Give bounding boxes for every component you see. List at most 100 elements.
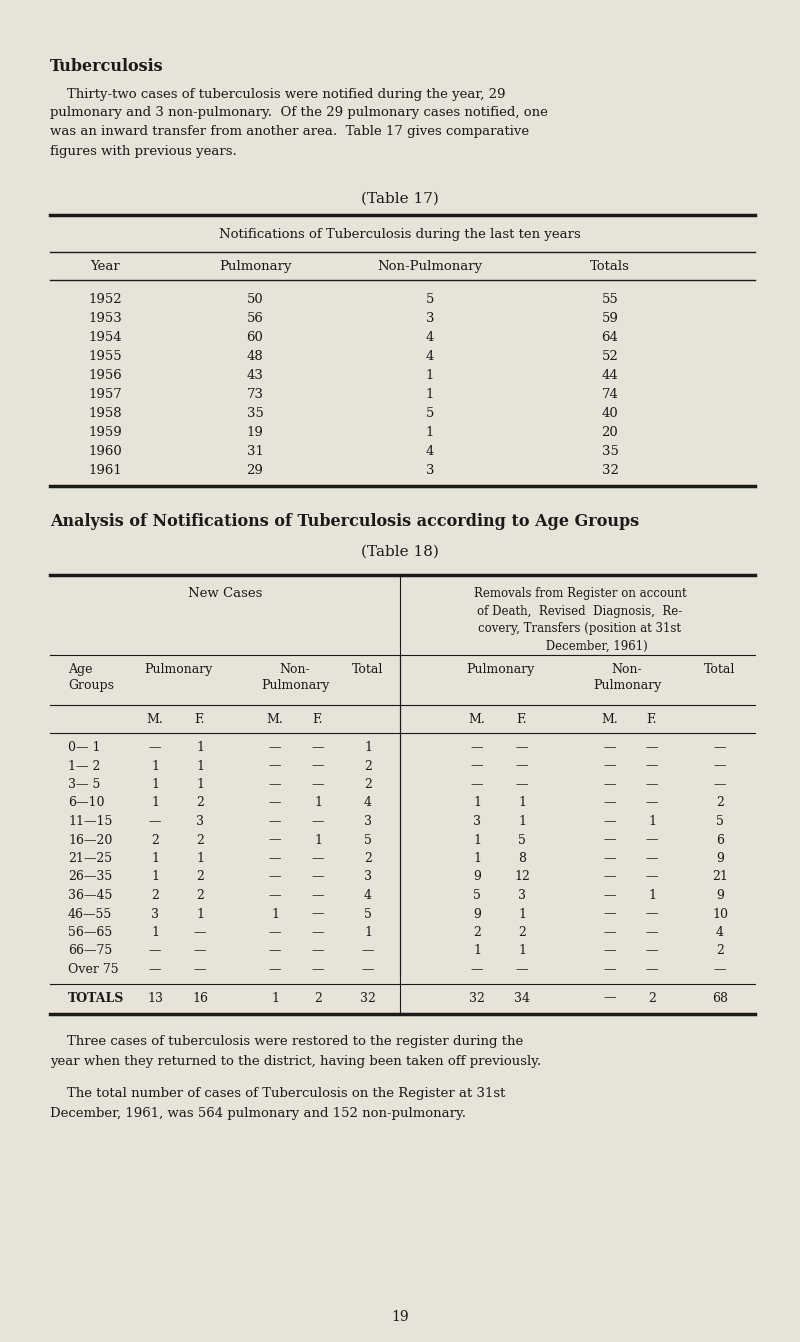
Text: 36—45: 36—45 — [68, 888, 112, 902]
Text: 1: 1 — [364, 741, 372, 754]
Text: —: — — [269, 871, 282, 883]
Text: 29: 29 — [246, 464, 263, 476]
Text: 31: 31 — [246, 446, 263, 458]
Text: —: — — [312, 945, 324, 957]
Text: 1954: 1954 — [88, 331, 122, 344]
Text: M.: M. — [266, 713, 283, 726]
Text: —: — — [149, 964, 162, 976]
Text: 4: 4 — [426, 446, 434, 458]
Text: —: — — [312, 741, 324, 754]
Text: 21—25: 21—25 — [68, 852, 112, 866]
Text: Thirty-two cases of tuberculosis were notified during the year, 29: Thirty-two cases of tuberculosis were no… — [50, 89, 506, 101]
Text: 2: 2 — [196, 833, 204, 847]
Text: 3: 3 — [196, 815, 204, 828]
Text: 1: 1 — [426, 425, 434, 439]
Text: 1959: 1959 — [88, 425, 122, 439]
Text: 1: 1 — [518, 797, 526, 809]
Text: 2: 2 — [716, 945, 724, 957]
Text: 11—15: 11—15 — [68, 815, 112, 828]
Text: 73: 73 — [246, 388, 263, 401]
Text: —: — — [269, 852, 282, 866]
Text: 1: 1 — [151, 778, 159, 790]
Text: 3: 3 — [473, 815, 481, 828]
Text: 44: 44 — [602, 369, 618, 382]
Text: —: — — [269, 741, 282, 754]
Text: 2: 2 — [196, 797, 204, 809]
Text: —: — — [269, 833, 282, 847]
Text: 3: 3 — [151, 907, 159, 921]
Text: —: — — [604, 964, 616, 976]
Text: —: — — [516, 760, 528, 773]
Text: 4: 4 — [364, 797, 372, 809]
Text: 1: 1 — [648, 888, 656, 902]
Text: Pulmonary: Pulmonary — [466, 663, 534, 676]
Text: —: — — [646, 945, 658, 957]
Text: 1— 2: 1— 2 — [68, 760, 100, 773]
Text: 60: 60 — [246, 331, 263, 344]
Text: 5: 5 — [473, 888, 481, 902]
Text: —: — — [646, 833, 658, 847]
Text: —: — — [470, 778, 483, 790]
Text: 26—35: 26—35 — [68, 871, 112, 883]
Text: 21: 21 — [712, 871, 728, 883]
Text: —: — — [714, 760, 726, 773]
Text: —: — — [269, 945, 282, 957]
Text: 2: 2 — [364, 778, 372, 790]
Text: 48: 48 — [246, 350, 263, 362]
Text: 9: 9 — [716, 852, 724, 866]
Text: 2: 2 — [364, 852, 372, 866]
Text: 1: 1 — [271, 907, 279, 921]
Text: 50: 50 — [246, 293, 263, 306]
Text: 13: 13 — [147, 992, 163, 1005]
Text: —: — — [269, 964, 282, 976]
Text: New Cases: New Cases — [188, 586, 262, 600]
Text: Notifications of Tuberculosis during the last ten years: Notifications of Tuberculosis during the… — [219, 228, 581, 242]
Text: —: — — [312, 760, 324, 773]
Text: 74: 74 — [602, 388, 618, 401]
Text: 1: 1 — [426, 369, 434, 382]
Text: 2: 2 — [196, 888, 204, 902]
Text: 19: 19 — [391, 1310, 409, 1325]
Text: —: — — [194, 964, 206, 976]
Text: —: — — [269, 888, 282, 902]
Text: 1: 1 — [426, 388, 434, 401]
Text: 3: 3 — [426, 464, 434, 476]
Text: 3: 3 — [518, 888, 526, 902]
Text: —: — — [646, 741, 658, 754]
Text: —: — — [646, 926, 658, 939]
Text: —: — — [714, 741, 726, 754]
Text: Age
Groups: Age Groups — [68, 663, 114, 692]
Text: —: — — [312, 871, 324, 883]
Text: 3: 3 — [364, 815, 372, 828]
Text: —: — — [312, 907, 324, 921]
Text: —: — — [194, 945, 206, 957]
Text: 1: 1 — [518, 815, 526, 828]
Text: 5: 5 — [716, 815, 724, 828]
Text: 1: 1 — [473, 945, 481, 957]
Text: —: — — [714, 964, 726, 976]
Text: 1: 1 — [364, 926, 372, 939]
Text: 9: 9 — [473, 907, 481, 921]
Text: —: — — [269, 926, 282, 939]
Text: 43: 43 — [246, 369, 263, 382]
Text: 16—20: 16—20 — [68, 833, 112, 847]
Text: 1: 1 — [151, 926, 159, 939]
Text: 1: 1 — [314, 833, 322, 847]
Text: —: — — [604, 797, 616, 809]
Text: 2: 2 — [314, 992, 322, 1005]
Text: 1: 1 — [151, 871, 159, 883]
Text: Tuberculosis: Tuberculosis — [50, 58, 164, 75]
Text: 1: 1 — [648, 815, 656, 828]
Text: —: — — [269, 815, 282, 828]
Text: 2: 2 — [196, 871, 204, 883]
Text: 68: 68 — [712, 992, 728, 1005]
Text: 6—10: 6—10 — [68, 797, 105, 809]
Text: 2: 2 — [518, 926, 526, 939]
Text: F.: F. — [517, 713, 527, 726]
Text: 5: 5 — [364, 907, 372, 921]
Text: 4: 4 — [426, 350, 434, 362]
Text: (Table 17): (Table 17) — [361, 192, 439, 207]
Text: 32: 32 — [602, 464, 618, 476]
Text: 56: 56 — [246, 311, 263, 325]
Text: —: — — [149, 945, 162, 957]
